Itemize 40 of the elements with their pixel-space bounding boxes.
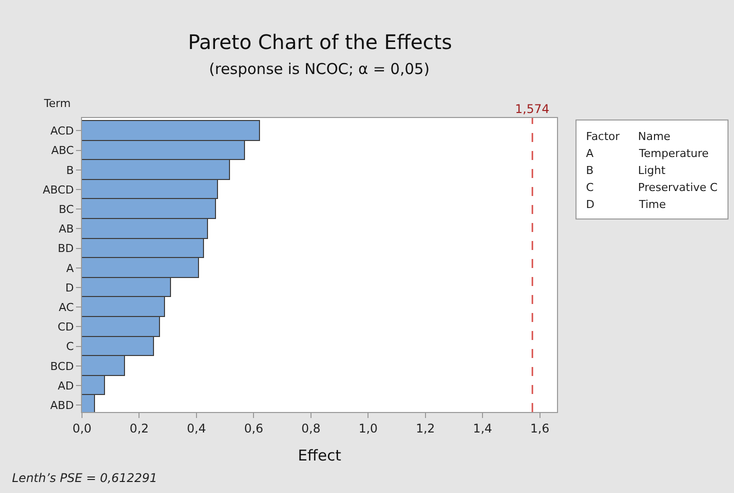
y-tick-label: AD [58, 379, 74, 392]
chart-subtitle: (response is NCOC; α = 0,05) [209, 60, 430, 78]
x-tick-label: 1,2 [416, 421, 435, 436]
y-tick-label: ABC [51, 144, 74, 158]
x-tick-label: 1,0 [358, 421, 378, 436]
y-tick-label: D [65, 281, 74, 294]
text: A [586, 147, 594, 160]
chart-title: Pareto Chart of the Effects [188, 30, 452, 54]
text: C [586, 181, 594, 194]
y-tick-label: AB [58, 222, 74, 236]
text: Lenth’s PSE = 0,612291 [12, 471, 158, 485]
y-tick-label: ABCD [42, 183, 74, 196]
y-tick-label: A [66, 262, 74, 275]
x-tick-label: 1,4 [473, 421, 492, 436]
y-tick-label: BD [58, 242, 74, 256]
x-axis-title: Effect [298, 446, 342, 464]
text: Temperature [638, 147, 709, 160]
y-tick-label: ACD [50, 124, 74, 138]
text: Time [638, 198, 666, 211]
text: D [586, 198, 594, 211]
x-tick-label: 0,8 [301, 421, 320, 436]
text: Factor [586, 130, 620, 143]
y-tick-label: AC [58, 300, 74, 314]
y-tick-label: BCD [50, 360, 74, 373]
ref-line-label: 1,574 [515, 102, 550, 116]
x-tick-label: 0,2 [130, 421, 149, 436]
x-tick-label: 1,6 [530, 421, 550, 436]
x-tick-label: 0,4 [186, 421, 206, 436]
x-tick-label: 0,6 [244, 421, 264, 436]
y-tick-label: BC [58, 202, 74, 216]
y-tick-label: ABD [50, 398, 74, 412]
y-tick-label: B [66, 164, 74, 177]
text: B [586, 164, 594, 177]
y-tick-label: C [66, 340, 74, 354]
text: Name [638, 130, 671, 143]
y-axis-title: Term [43, 97, 71, 110]
x-tick-label: 0,0 [72, 421, 92, 436]
y-tick-label: CD [58, 320, 74, 334]
text: Preservative C [638, 181, 718, 194]
text: Light [638, 164, 666, 177]
